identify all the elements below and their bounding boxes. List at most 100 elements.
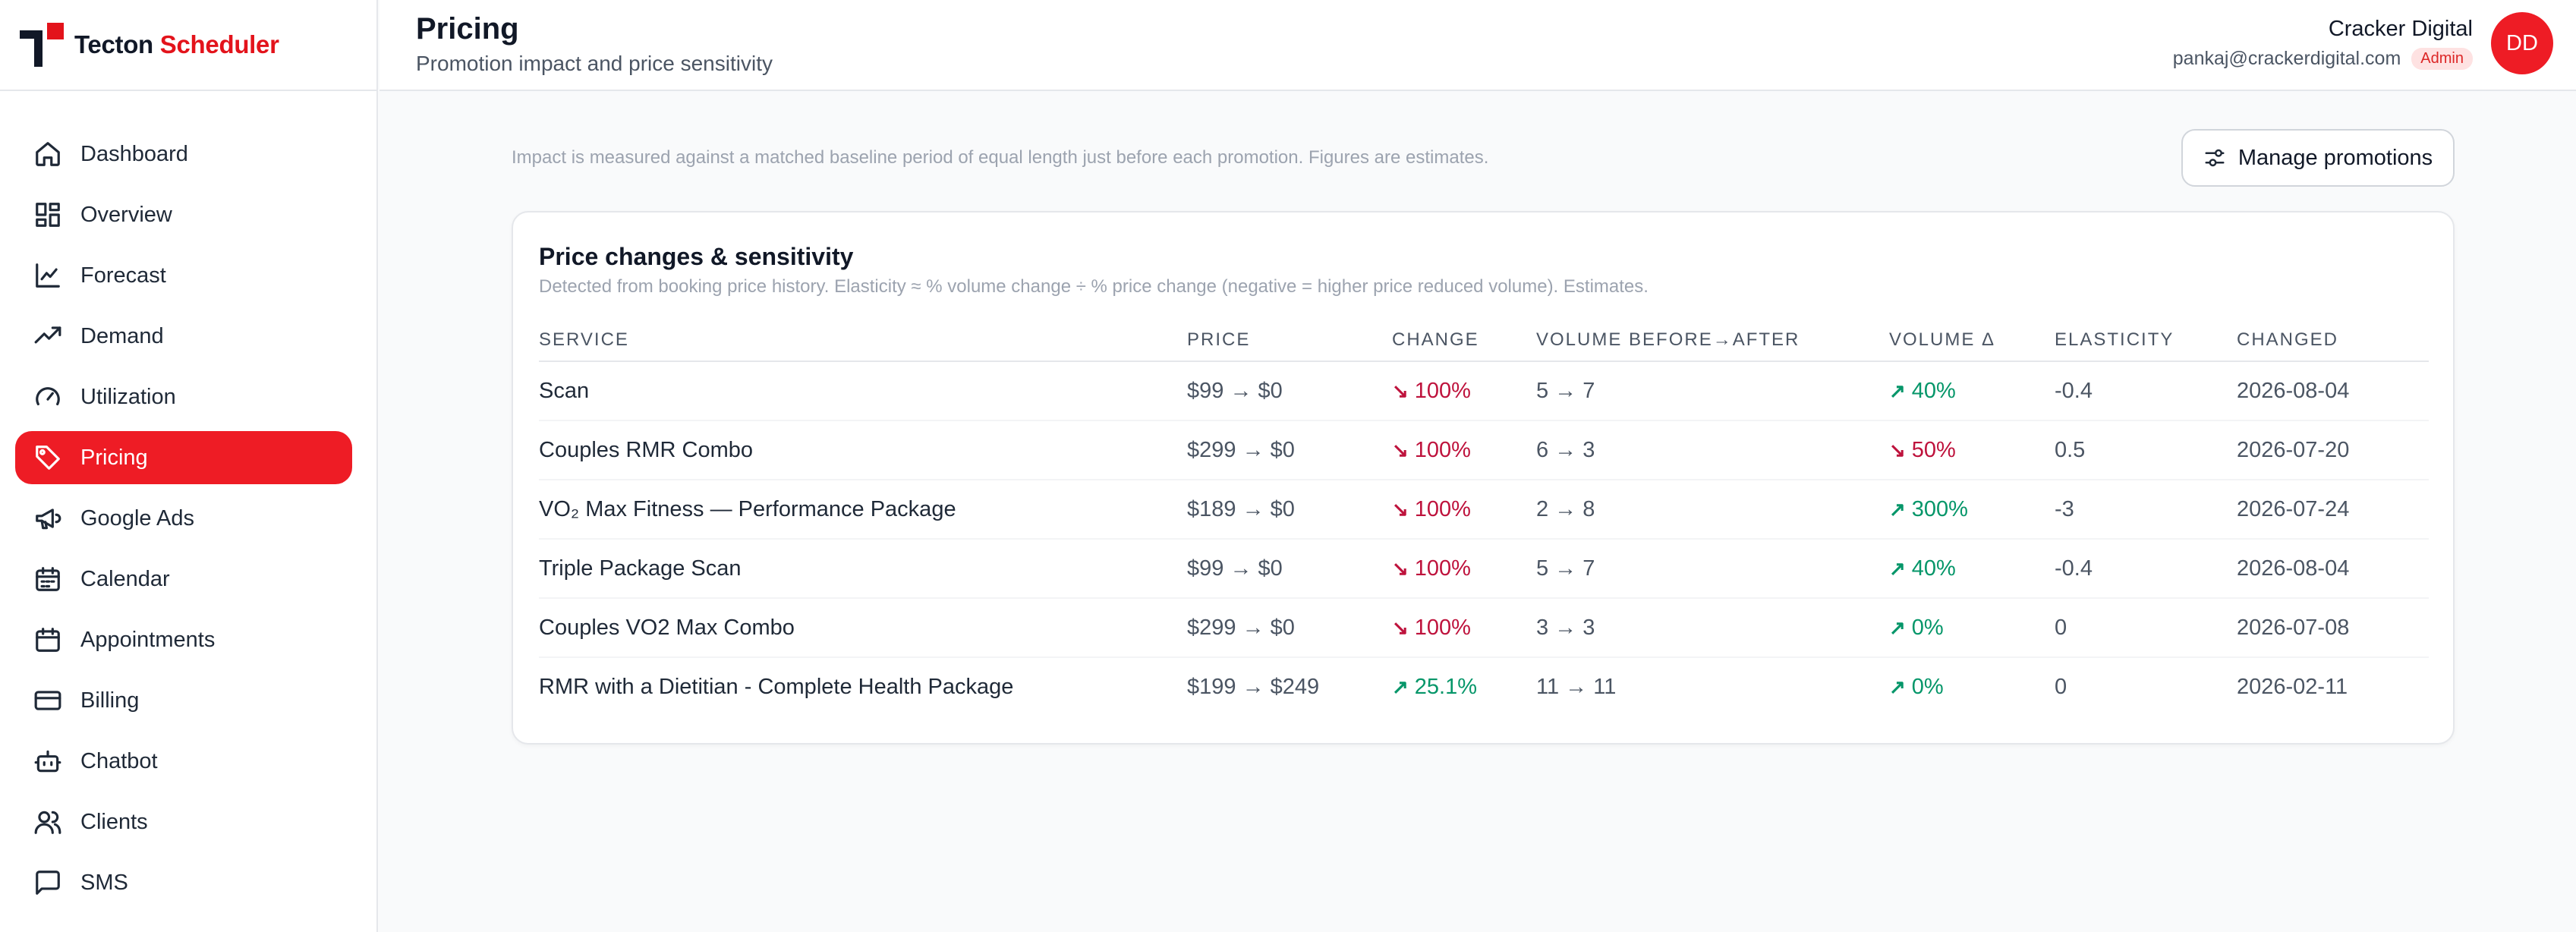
sliders-icon [2205,149,2225,167]
cell-service: VO₂ Max Fitness — Performance Package [539,480,1187,540]
sidebar-item-sms[interactable]: SMS [15,856,352,909]
user-email: pankaj@crackerdigital.com [2172,48,2401,69]
sidebar-item-appointments[interactable]: Appointments [15,613,352,666]
sidebar-item-clients[interactable]: Clients [15,795,352,849]
column-header-volume-delta[interactable]: VOLUME Δ [1889,319,2055,362]
cell-elasticity: -3 [2055,480,2237,540]
bot-icon [34,750,61,773]
cell-price: $189 → $0 [1187,480,1392,540]
sidebar-item-forecast[interactable]: Forecast [15,249,352,302]
arrow-up-icon: ↗ [1889,616,1906,639]
change-value: 100% [1414,556,1471,581]
calendar-days-icon [36,567,60,591]
sidebar-item-chatbot[interactable]: Chatbot [15,735,352,788]
column-header-service[interactable]: SERVICE [539,319,1187,362]
cell-elasticity: 0.5 [2055,420,2237,480]
arrow-down-icon: ↘ [1392,379,1409,402]
sidebar-item-label: Billing [80,688,140,713]
cell-change: ↘ 100% [1392,420,1536,480]
cell-volume-delta: ↗ 300% [1889,480,2055,540]
cell-service: Scan [539,361,1187,421]
volume-delta-value: 300% [1911,496,1968,521]
column-header-elasticity[interactable]: ELASTICITY [2055,319,2237,362]
avatar[interactable]: DD [2491,12,2553,74]
sidebar-item-billing[interactable]: Billing [15,674,352,727]
page-title: Pricing [416,12,519,46]
cell-elasticity: -0.4 [2055,539,2237,599]
sidebar-item-google-ads[interactable]: Google Ads [15,492,352,545]
arrow-up-icon: ↗ [1889,497,1906,521]
brand[interactable]: Tecton Scheduler [0,0,376,91]
volume-delta-value: 0% [1911,675,1944,699]
cell-price: $299 → $0 [1187,598,1392,658]
table-row[interactable]: RMR with a Dietitian - Complete Health P… [539,657,2429,716]
cell-volume: 6 → 3 [1536,420,1889,480]
table-row[interactable]: VO₂ Max Fitness — Performance Package $18… [539,480,2429,540]
tag-icon [36,446,60,470]
arrow-up-icon: ↗ [1889,556,1906,580]
gauge-icon [36,387,60,406]
sidebar-item-label: Utilization [80,384,176,409]
card-description: Detected from booking price history. Ela… [539,276,1649,297]
sidebar-item-pricing[interactable]: Pricing [15,431,352,484]
change-value: 100% [1414,615,1471,640]
table-row[interactable]: Couples VO2 Max Combo $299 → $0 ↘ 100% 3 → 3… [539,598,2429,658]
table-row[interactable]: Scan $99 → $0 ↘ 100% 5 → 7 ↗ 40% -0.4 2026-08-04 [539,361,2429,421]
cell-service: RMR with a Dietitian - Complete Health P… [539,675,1014,699]
price-changes-card: Price changes & sensitivity Detected fro… [512,211,2455,745]
cell-changed: 2026-07-24 [2237,480,2429,540]
cell-volume: 3 → 3 [1536,598,1889,658]
arrow-down-icon: ↘ [1392,556,1409,580]
arrow-down-icon: ↘ [1392,616,1409,639]
sidebar-item-label: SMS [80,870,128,895]
cell-volume-delta: ↗ 0% [1889,657,2055,716]
cell-volume-delta: ↗ 40% [1889,361,2055,421]
cell-service: Couples RMR Combo [539,420,1187,480]
home-icon [36,142,60,166]
sidebar-item-utilization[interactable]: Utilization [15,370,352,423]
cell-changed: 2026-08-04 [2237,539,2429,599]
volume-delta-value: 40% [1911,378,1956,403]
change-value: 100% [1414,378,1471,403]
cell-volume-delta: ↗ 40% [1889,539,2055,599]
cell-elasticity: 0 [2055,598,2237,658]
price-changes-table: SERVICE PRICE CHANGE VOLUME BEFORE→AFTER… [539,319,2429,716]
column-header-volume[interactable]: VOLUME BEFORE→AFTER [1536,319,1889,362]
page-subtitle: Promotion impact and price sensitivity [416,52,773,75]
cell-volume-delta: ↗ 0% [1889,598,2055,658]
cell-changed: 2026-07-20 [2237,420,2429,480]
change-value: 25.1% [1414,675,1478,699]
cell-change: ↘ 100% [1392,361,1536,421]
tecton-logo-icon [20,23,64,67]
cell-change: ↘ 100% [1392,598,1536,658]
sidebar-item-calendar[interactable]: Calendar [15,553,352,606]
column-header-change[interactable]: CHANGE [1392,319,1536,362]
sidebar-item-overview[interactable]: Overview [15,188,352,241]
cell-elasticity: 0 [2055,675,2067,699]
arrow-up-icon: ↗ [1889,379,1906,402]
sidebar-nav: Dashboard Overview Forecast Demand Utili… [0,91,376,909]
volume-delta-value: 50% [1911,437,1956,462]
manage-promotions-button[interactable]: Manage promotions [2181,129,2455,187]
volume-delta-value: 0% [1911,615,1944,640]
impact-note: Impact is measured against a matched bas… [512,147,1489,168]
sidebar-item-label: Google Ads [80,505,194,531]
sidebar-item-label: Demand [80,323,164,348]
cell-change: ↘ 100% [1392,480,1536,540]
sidebar-item-dashboard[interactable]: Dashboard [15,128,352,181]
table-row[interactable]: Couples RMR Combo $299 → $0 ↘ 100% 6 → 3 ↘ 50%… [539,420,2429,480]
trending-up-icon [34,326,61,344]
column-header-changed[interactable]: CHANGED [2237,319,2429,362]
cell-volume: 5 → 7 [1536,539,1889,599]
sidebar-item-label: Appointments [80,627,216,652]
user-info: Cracker Digital pankaj@crackerdigital.co… [2173,17,2473,70]
sidebar-item-label: Calendar [80,566,170,591]
megaphone-icon [36,509,61,530]
column-header-price[interactable]: PRICE [1187,319,1392,362]
user-name: Cracker Digital [2328,17,2473,41]
table-row[interactable]: Triple Package Scan $99 → $0 ↘ 100% 5 → 7 ↗ 40… [539,539,2429,599]
sidebar-item-demand[interactable]: Demand [15,310,352,363]
sidebar-item-label: Pricing [80,445,148,470]
cell-price: $299 → $0 [1187,420,1392,480]
cell-price: $199 → $249 [1187,675,1320,699]
